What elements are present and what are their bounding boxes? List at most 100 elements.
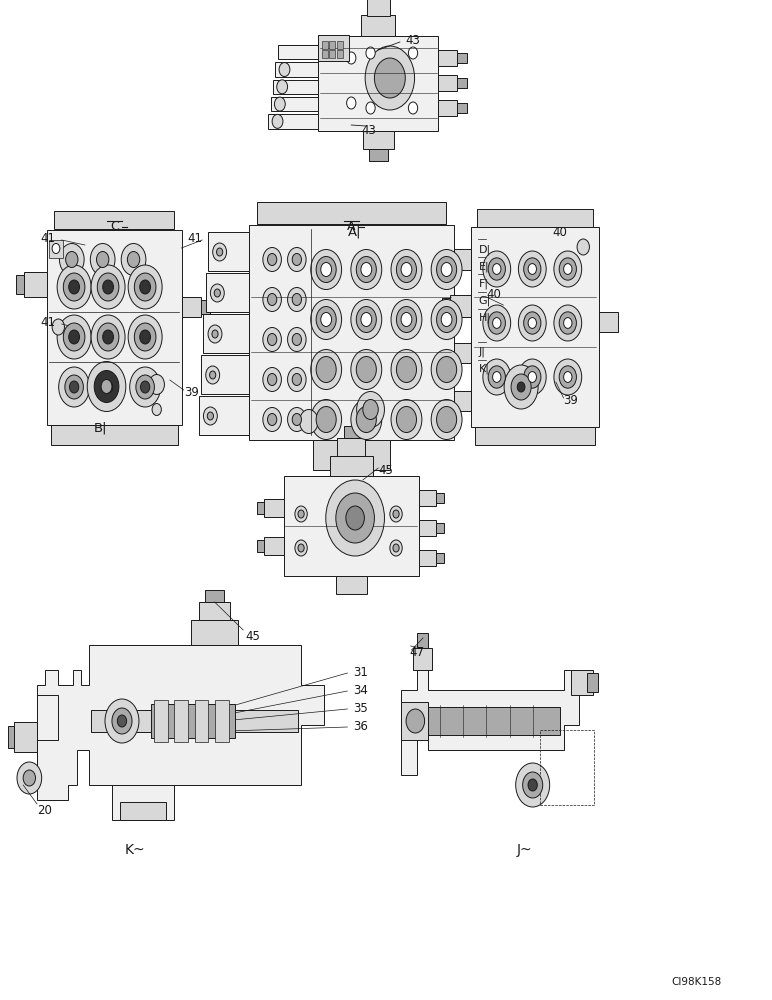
Circle shape (127, 251, 140, 267)
Bar (54, 211, 174, 229)
Circle shape (504, 365, 538, 409)
Circle shape (216, 248, 222, 256)
Circle shape (391, 249, 422, 290)
Circle shape (347, 97, 356, 109)
Circle shape (65, 375, 83, 399)
Bar (470, 252, 478, 266)
Circle shape (317, 356, 336, 382)
Circle shape (292, 373, 301, 385)
Circle shape (493, 372, 501, 382)
Bar (336, 576, 367, 594)
Bar (181, 297, 201, 317)
Text: 20: 20 (37, 804, 52, 816)
Circle shape (523, 312, 541, 334)
Circle shape (482, 359, 510, 395)
Text: 45: 45 (378, 464, 393, 477)
Bar (428, 707, 560, 735)
Circle shape (397, 256, 416, 282)
Circle shape (207, 412, 213, 420)
Circle shape (397, 356, 416, 382)
Circle shape (516, 763, 550, 807)
Circle shape (128, 265, 162, 309)
Bar (205, 273, 249, 312)
Text: 36: 36 (354, 720, 368, 734)
Text: D|: D| (479, 245, 491, 255)
Circle shape (350, 399, 381, 440)
Bar (457, 53, 466, 63)
Bar (470, 393, 478, 408)
Circle shape (276, 80, 287, 94)
Circle shape (267, 294, 277, 306)
Circle shape (209, 371, 216, 379)
Circle shape (436, 256, 456, 282)
Circle shape (279, 63, 290, 77)
Bar (401, 702, 428, 740)
Bar (249, 225, 453, 440)
Circle shape (365, 46, 415, 110)
Text: 43: 43 (361, 123, 376, 136)
Circle shape (564, 318, 572, 328)
Bar (337, 438, 365, 456)
Text: F|: F| (479, 279, 489, 289)
Bar (264, 499, 284, 517)
Circle shape (441, 312, 452, 326)
Circle shape (559, 312, 577, 334)
Bar (205, 590, 224, 602)
Text: 41: 41 (40, 232, 55, 244)
Circle shape (356, 356, 376, 382)
Text: 35: 35 (354, 702, 368, 716)
Circle shape (554, 359, 581, 395)
Circle shape (267, 253, 277, 265)
Text: G|: G| (479, 296, 491, 306)
Circle shape (59, 367, 90, 407)
Circle shape (298, 544, 304, 552)
Circle shape (292, 333, 301, 345)
Circle shape (523, 258, 541, 280)
Circle shape (23, 770, 36, 786)
Bar (208, 232, 249, 270)
Circle shape (292, 294, 301, 306)
Circle shape (559, 366, 577, 388)
Text: J~: J~ (517, 843, 533, 857)
Bar (270, 97, 318, 111)
Text: 43: 43 (405, 33, 420, 46)
Bar (344, 426, 359, 438)
Polygon shape (37, 645, 324, 800)
Circle shape (408, 47, 418, 59)
Circle shape (357, 391, 384, 428)
Bar (418, 550, 435, 566)
Circle shape (57, 265, 91, 309)
Circle shape (391, 399, 422, 440)
Circle shape (91, 265, 125, 309)
Circle shape (69, 381, 79, 393)
Circle shape (212, 330, 218, 338)
Circle shape (97, 323, 119, 351)
Bar (438, 75, 457, 91)
Bar (453, 390, 471, 410)
Bar (91, 710, 298, 732)
Circle shape (517, 382, 525, 392)
Circle shape (93, 367, 124, 407)
Circle shape (128, 315, 162, 359)
Circle shape (528, 779, 537, 791)
Circle shape (488, 312, 506, 334)
Circle shape (103, 280, 113, 294)
Circle shape (94, 370, 119, 402)
Circle shape (134, 323, 156, 351)
Circle shape (493, 264, 501, 274)
Circle shape (87, 361, 126, 412)
Circle shape (390, 540, 402, 556)
Circle shape (482, 251, 510, 287)
Circle shape (287, 247, 306, 271)
Bar (571, 670, 593, 695)
Circle shape (63, 273, 85, 301)
Bar (256, 202, 445, 224)
Circle shape (69, 280, 80, 294)
Text: 40: 40 (552, 226, 567, 238)
Circle shape (140, 280, 151, 294)
Circle shape (564, 372, 572, 382)
Circle shape (390, 506, 402, 522)
Circle shape (326, 480, 384, 556)
Bar (318, 35, 438, 130)
Circle shape (406, 709, 425, 733)
